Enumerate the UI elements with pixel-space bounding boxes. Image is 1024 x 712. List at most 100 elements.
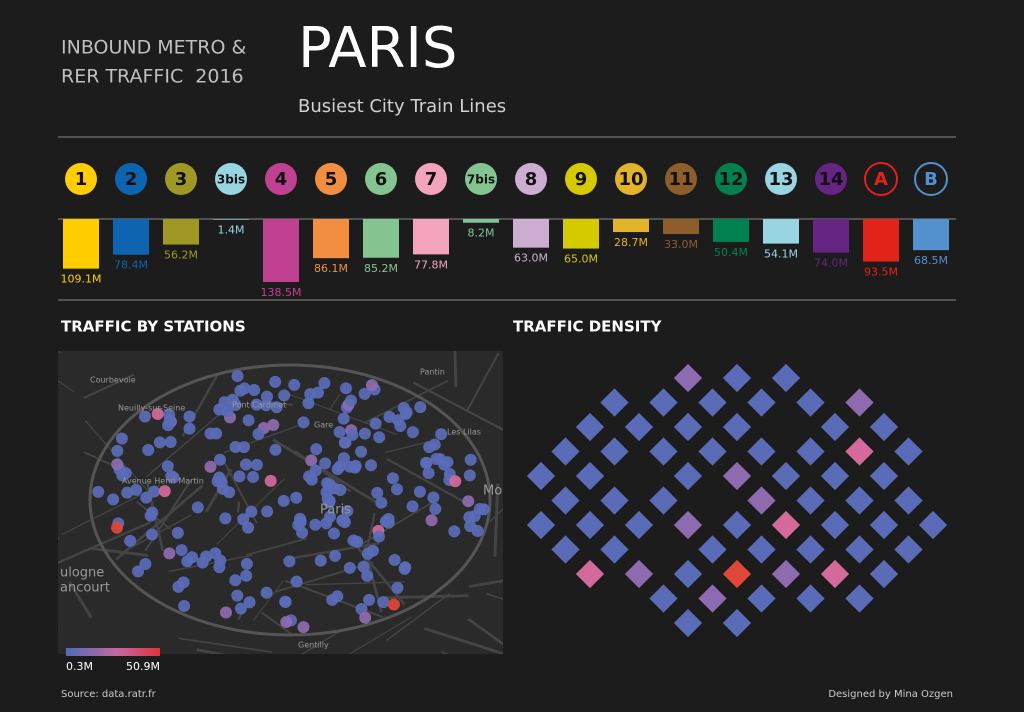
value-label: 138.5M: [261, 286, 302, 299]
station-dot: [337, 412, 350, 425]
station-dot: [319, 457, 332, 470]
bar: [913, 219, 949, 251]
station-dot: [209, 547, 222, 560]
road: [91, 547, 149, 557]
density-cell: [796, 486, 825, 515]
station-dot: [379, 515, 392, 528]
station-dot: [464, 520, 477, 533]
station-dot: [386, 472, 399, 485]
line-name: A: [874, 169, 888, 190]
value-label: 86.1M: [314, 262, 348, 275]
density-cell: [771, 559, 801, 589]
road: [348, 616, 412, 654]
road: [58, 380, 75, 393]
value-label: 54.1M: [764, 248, 798, 261]
road: [272, 438, 377, 504]
density-cell: [820, 412, 850, 442]
station-dot: [305, 473, 318, 486]
station-dot: [329, 549, 342, 562]
station-dot: [429, 502, 442, 515]
road: [412, 381, 503, 431]
source: Source: data.ratr.fr: [61, 689, 157, 700]
station-dot: [231, 370, 244, 383]
density-cell: [845, 535, 874, 564]
density-cell: [649, 584, 678, 613]
station-dot: [124, 534, 137, 547]
road: [274, 561, 374, 593]
legend-min: 0.3M: [66, 660, 93, 673]
line-badge: [415, 163, 447, 195]
station-dot: [441, 456, 454, 469]
place-label: Gare: [314, 421, 333, 430]
station-dot: [151, 408, 164, 421]
station-dot: [375, 496, 388, 509]
road: [115, 484, 204, 561]
line-badge: [864, 162, 898, 196]
density-cell: [698, 535, 727, 564]
density-cell: [600, 388, 629, 417]
road: [363, 379, 449, 424]
station-dot: [406, 500, 419, 513]
density-cell: [918, 510, 948, 540]
station-dot: [349, 459, 362, 472]
station-dot: [369, 417, 382, 430]
station-dot: [138, 410, 151, 423]
station-dot: [365, 379, 378, 392]
bar: [313, 219, 349, 259]
line-name: 7: [425, 169, 438, 190]
road: [68, 581, 93, 619]
road: [386, 592, 451, 642]
density-cell: [722, 412, 752, 442]
density-cell: [747, 486, 776, 515]
density-grid: [526, 363, 948, 638]
place-label: Paris: [320, 503, 351, 518]
density-cell: [796, 388, 825, 417]
density-cell: [673, 363, 703, 393]
value-label: 1.4M: [218, 224, 245, 237]
kicker: INBOUND METRO &: [61, 37, 246, 59]
station-dot: [333, 426, 346, 439]
density-cell: [698, 388, 727, 417]
station-dot: [297, 416, 310, 429]
station-dot: [247, 470, 260, 483]
density-cell: [845, 584, 874, 613]
density-cell: [796, 535, 825, 564]
station-dot: [171, 526, 184, 539]
line-badge: [315, 163, 347, 195]
value-label: 63.0M: [514, 252, 548, 265]
station-dot: [158, 485, 171, 498]
density-cell: [894, 486, 923, 515]
density-cell: [526, 510, 556, 540]
station-dot: [309, 518, 322, 531]
station-dot: [309, 464, 322, 477]
station-dot: [414, 401, 427, 414]
station-dot: [336, 514, 349, 527]
station-dot: [346, 428, 359, 441]
place-label: Les Lilas: [447, 428, 481, 437]
place-label: Mo: [483, 484, 502, 499]
line-badge: [914, 162, 948, 196]
station-dot: [406, 426, 419, 439]
bar: [63, 219, 99, 269]
density-cell: [869, 510, 899, 540]
legend-gradient: [66, 648, 160, 656]
line-name: 10: [618, 169, 643, 190]
station-dot: [339, 382, 352, 395]
line-name: 3: [175, 169, 188, 190]
station-dot: [213, 561, 226, 574]
station-dot: [464, 453, 477, 466]
density-cell: [722, 363, 752, 393]
station-dot: [278, 389, 291, 402]
density-cell: [796, 584, 825, 613]
value-label: 78.4M: [114, 259, 148, 272]
station-dot: [144, 509, 157, 522]
station-dot: [448, 525, 461, 538]
density-cell: [869, 412, 899, 442]
density-cell: [722, 510, 752, 540]
road: [245, 537, 307, 557]
line-name: 12: [718, 169, 743, 190]
density-cell: [575, 461, 605, 491]
line-badge: [365, 163, 397, 195]
